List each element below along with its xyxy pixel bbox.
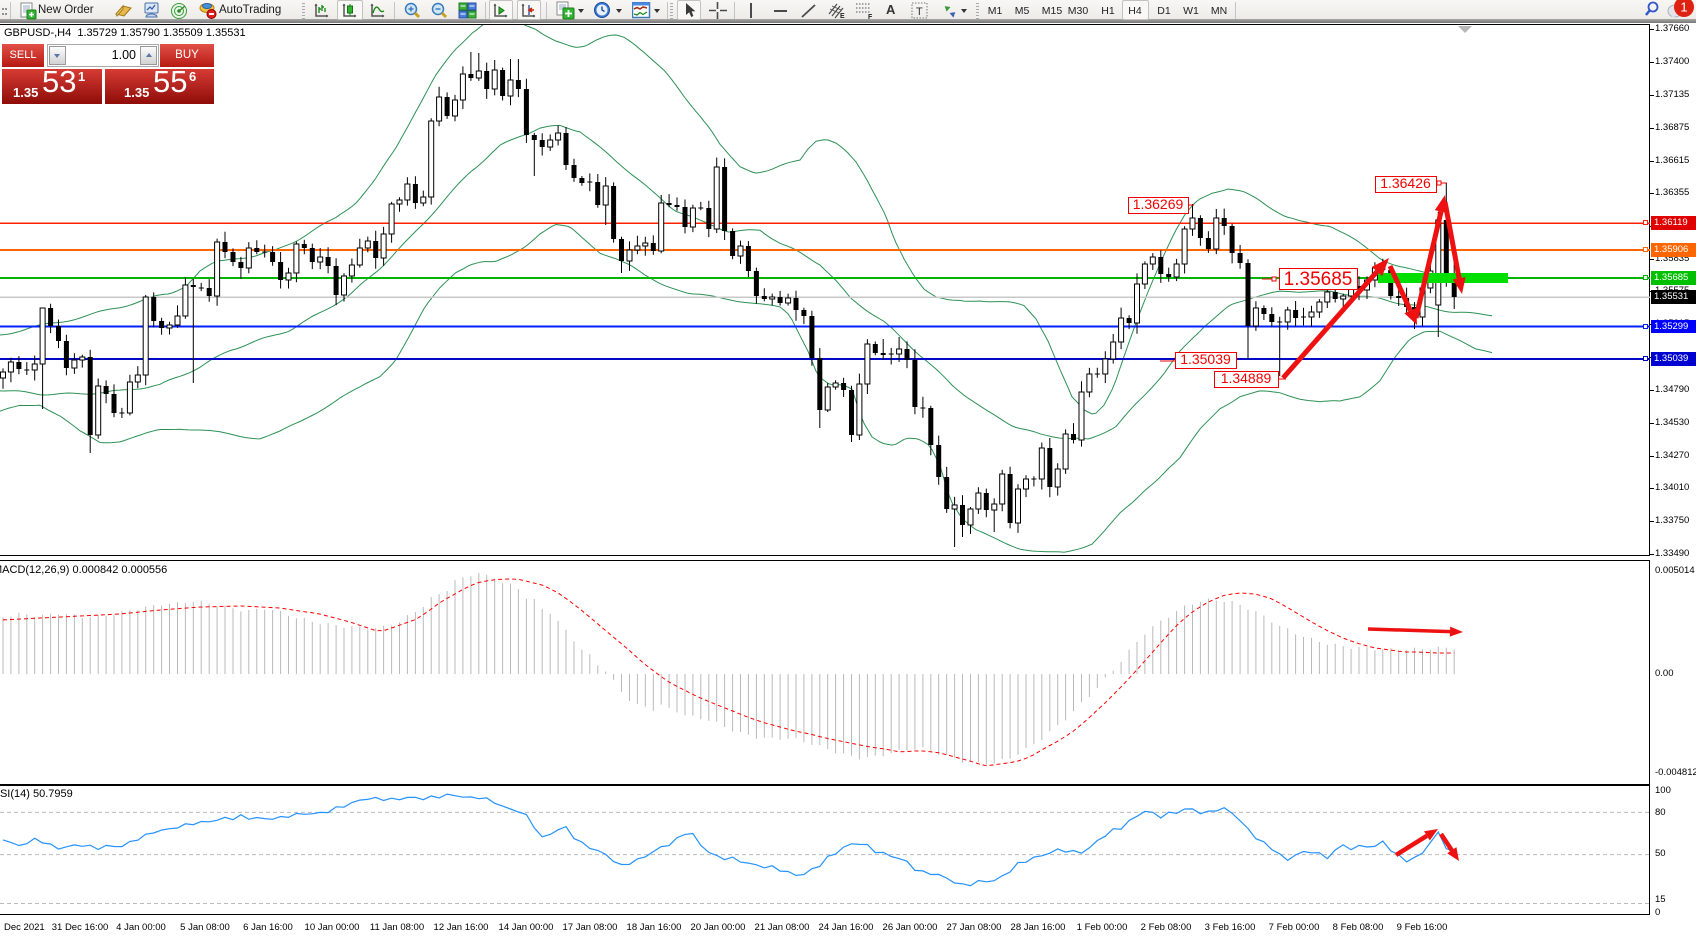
svg-text:1.35685: 1.35685 — [1284, 269, 1353, 290]
svg-text:1.35039: 1.35039 — [1180, 351, 1231, 367]
svg-text:1.36269: 1.36269 — [1133, 196, 1184, 212]
svg-text:F: F — [868, 14, 873, 21]
svg-text:1.34889: 1.34889 — [1221, 370, 1272, 386]
svg-text:1: 1 — [1680, 0, 1687, 15]
svg-text:E: E — [840, 13, 845, 20]
svg-text:1.36426: 1.36426 — [1380, 175, 1431, 191]
svg-text:T: T — [916, 6, 923, 18]
